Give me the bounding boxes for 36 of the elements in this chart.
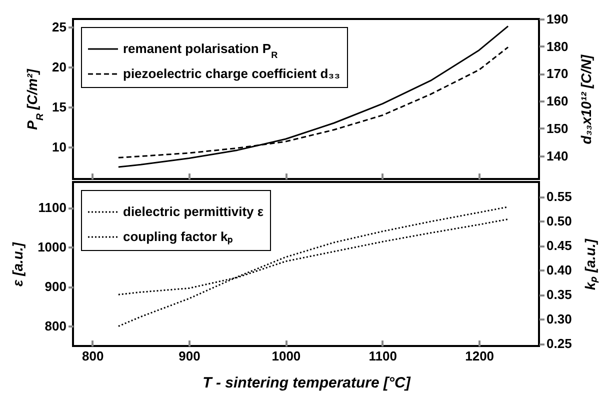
y2-axis-title: d₃₃x10¹² [C/N] bbox=[578, 53, 594, 144]
y2-tick-label: 0.25 bbox=[546, 336, 572, 352]
y-axis-title: ε [a.u.] bbox=[10, 241, 26, 287]
y-tick-label: 10 bbox=[52, 140, 66, 154]
legend-label: remanent polarisation P$_{R}$ bbox=[123, 41, 278, 60]
y2-axis-title: kₚ [a.u.] bbox=[582, 238, 599, 290]
y2-tick-label: 180 bbox=[546, 38, 568, 54]
y2-tick-label: 0.30 bbox=[546, 312, 572, 327]
y2-tick-label: 0.45 bbox=[546, 238, 572, 254]
y2-tick-label: 0.35 bbox=[546, 287, 572, 302]
x-axis-title: T - sintering temperature [°C] bbox=[202, 374, 412, 392]
x-tick-label: 1100 bbox=[368, 348, 397, 364]
y2-tick-label: 140 bbox=[546, 148, 568, 164]
y2-tick-label: 0.40 bbox=[546, 262, 572, 278]
x-tick-label: 1000 bbox=[272, 348, 301, 364]
y2-tick-label: 190 bbox=[546, 12, 568, 26]
y-tick-label: 15 bbox=[52, 100, 66, 114]
y2-tick-label: 160 bbox=[546, 94, 568, 109]
y-tick-label: 20 bbox=[52, 60, 66, 74]
line-series bbox=[118, 25, 509, 168]
y2-tick-label: 0.55 bbox=[546, 189, 572, 204]
y2-tick-label: 0.50 bbox=[546, 214, 572, 229]
legend-label: piezoelectric charge coefficient d₃₃ bbox=[123, 66, 340, 81]
x-tick-label: 800 bbox=[82, 348, 104, 364]
line-series bbox=[118, 206, 509, 327]
x-tick-label: 1200 bbox=[465, 348, 494, 364]
y-tick-label: 900 bbox=[44, 279, 66, 294]
y2-tick-label: 150 bbox=[546, 120, 568, 136]
legend-label: coupling factor kₚ bbox=[123, 229, 233, 245]
y-tick-label: 1100 bbox=[38, 200, 66, 216]
y-tick-label: 25 bbox=[52, 20, 66, 34]
y-tick-label: 800 bbox=[44, 318, 66, 334]
x-tick-label: 900 bbox=[178, 348, 200, 364]
y2-tick-label: 170 bbox=[546, 66, 568, 82]
legend-label: dielectric permittivity ε bbox=[123, 204, 264, 219]
y-tick-label: 1000 bbox=[38, 240, 66, 255]
